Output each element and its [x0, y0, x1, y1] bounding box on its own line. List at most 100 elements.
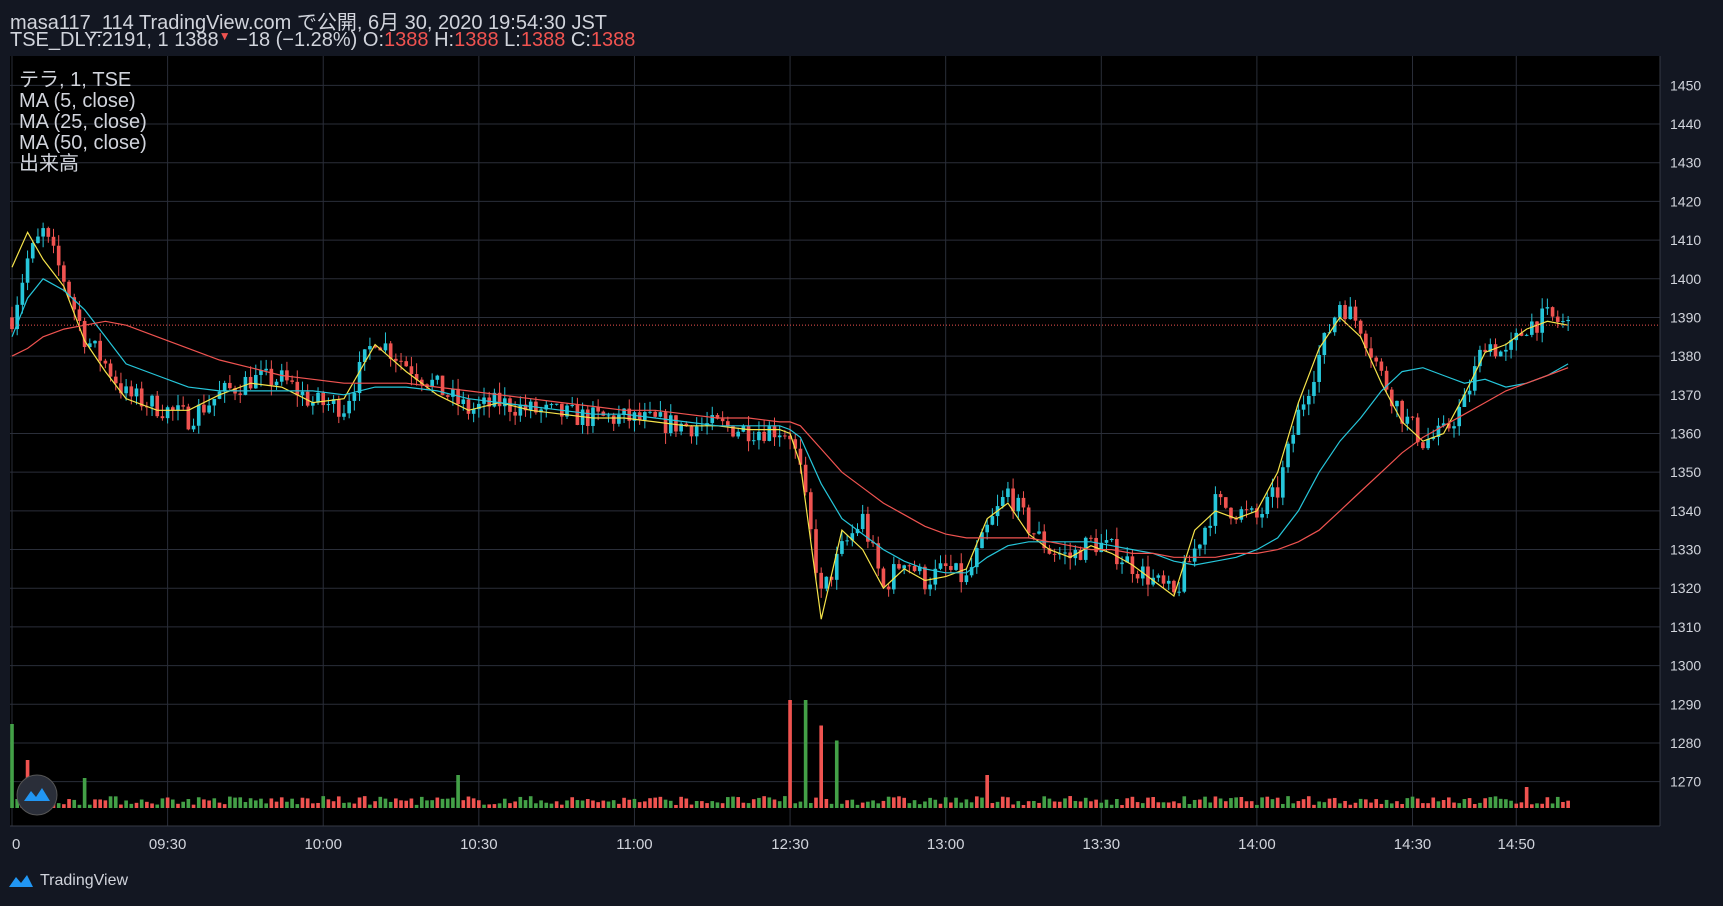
volume-bar: [1026, 801, 1031, 808]
candle-body: [316, 392, 320, 403]
candle-body: [1436, 425, 1441, 438]
volume-bar: [119, 804, 123, 808]
price-tick-label: 1290: [1670, 696, 1701, 712]
volume-bar: [710, 801, 715, 808]
candle-body: [611, 415, 616, 424]
candle-body: [1229, 507, 1233, 519]
volume-bar: [1006, 797, 1010, 808]
volume-bar: [414, 804, 419, 808]
candle-body: [165, 407, 170, 419]
volume-bar: [674, 804, 678, 808]
candle-body: [1483, 349, 1487, 352]
volume-bar: [145, 801, 149, 808]
volume-bar: [435, 797, 440, 808]
volume-bar: [1120, 804, 1124, 808]
volume-bar: [1166, 802, 1171, 808]
legend-volume[interactable]: 出来高: [19, 152, 79, 175]
volume-bar: [243, 802, 248, 808]
volume-bar: [202, 799, 206, 808]
candle-body: [82, 320, 87, 348]
candle-body: [492, 392, 497, 407]
volume-bar: [855, 804, 860, 808]
volume-bar: [1177, 803, 1181, 808]
volume-bar: [876, 803, 881, 808]
volume-bar: [253, 800, 258, 808]
volume-bar: [279, 797, 284, 808]
volume-bar: [762, 796, 766, 808]
price-axis[interactable]: [1660, 56, 1723, 826]
volume-bar: [943, 797, 948, 808]
legend-symbol[interactable]: テラ, 1, TSE: [19, 69, 131, 91]
price-tick-label: 1390: [1670, 309, 1701, 325]
candle-body: [243, 376, 248, 395]
price-tick-label: 1310: [1670, 619, 1701, 635]
volume-bar: [1198, 799, 1202, 808]
price-tick-label: 1270: [1670, 774, 1701, 790]
volume-bar: [715, 802, 720, 808]
candle-body: [445, 395, 450, 397]
candle-body: [1374, 357, 1379, 362]
brand[interactable]: TradingView: [8, 872, 128, 890]
candle-body: [1104, 540, 1109, 543]
candle-body: [850, 533, 855, 541]
volume-bar: [565, 800, 569, 808]
candle-body: [1400, 400, 1404, 424]
volume-bar: [264, 803, 268, 808]
candle-body: [1343, 305, 1347, 320]
candle-body: [347, 400, 351, 414]
volume-bar: [1099, 802, 1104, 808]
candle-body: [658, 412, 663, 417]
volume-bar: [1358, 798, 1363, 808]
volume-bar: [1140, 803, 1145, 808]
volume-bar: [1011, 804, 1015, 808]
candle-body: [674, 415, 678, 432]
volume-bar: [1109, 804, 1114, 808]
candle-body: [928, 584, 932, 590]
candlestick-chart[interactable]: 1388 12701280129013001310132013301340135…: [0, 56, 1723, 862]
volume-bar: [269, 798, 274, 808]
volume-bar: [129, 803, 134, 808]
legend-ma5[interactable]: MA (5, close): [19, 90, 136, 112]
volume-bar: [1524, 787, 1529, 808]
volume-bar: [1265, 796, 1270, 808]
time-tick-label: 14:50: [1497, 836, 1535, 853]
legend-ma50[interactable]: MA (50, close): [19, 132, 147, 154]
time-tick-label: 11:00: [616, 836, 652, 853]
candle-body: [907, 565, 912, 567]
candle-body: [689, 426, 694, 437]
plot-area[interactable]: [10, 56, 1660, 826]
down-arrow-icon: ▼: [218, 29, 231, 43]
volume-bar: [482, 804, 486, 808]
volume-bar: [383, 798, 388, 808]
candle-body: [1348, 306, 1353, 320]
candle-body: [1426, 439, 1430, 449]
volume-bar: [881, 800, 886, 808]
candle-body: [305, 391, 310, 406]
candle-body: [617, 415, 621, 424]
time-tick-label: 10:30: [460, 836, 498, 853]
volume-bar: [388, 801, 393, 808]
volume-bar: [150, 803, 154, 808]
candle-body: [25, 258, 30, 283]
candle-body: [648, 411, 652, 413]
legend-ma25[interactable]: MA (25, close): [19, 111, 147, 133]
volume-bar: [684, 798, 689, 808]
volume-bar: [238, 797, 243, 808]
volume-bar: [528, 796, 533, 808]
volume-bar: [228, 796, 232, 808]
candle-body: [497, 392, 502, 407]
symbol-name[interactable]: TSE_DLY:2191, 1: [10, 29, 169, 51]
candle-body: [87, 343, 92, 348]
candle-body: [160, 416, 165, 419]
volume-bar: [1281, 803, 1285, 808]
candle-body: [1203, 527, 1207, 545]
volume-bar: [466, 796, 471, 808]
candle-body: [108, 363, 113, 377]
close-value: 1388: [590, 29, 636, 51]
volume-bar: [668, 800, 673, 808]
tradingview-logo-icon[interactable]: [16, 774, 58, 816]
last-price: 1388: [174, 29, 219, 51]
low-value: 1388: [520, 29, 566, 51]
candle-body: [1281, 467, 1285, 498]
time-axis[interactable]: [0, 826, 1723, 862]
